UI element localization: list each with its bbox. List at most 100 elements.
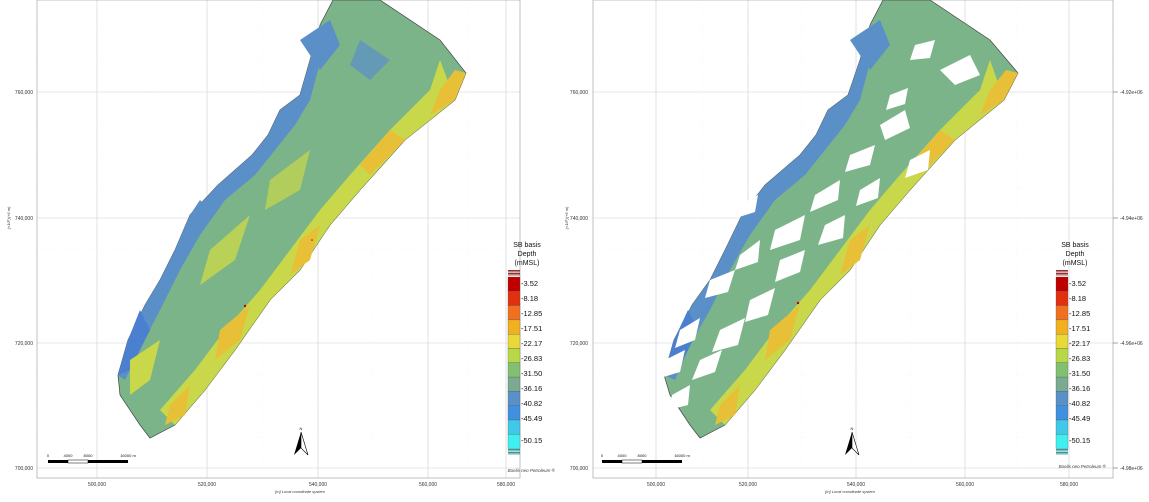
- svg-text:-4.96e+06: -4.96e+06: [1120, 341, 1143, 347]
- svg-text:4000: 4000: [64, 453, 74, 458]
- svg-text:SB basis: SB basis: [513, 242, 541, 249]
- svg-text:700,000: 700,000: [15, 466, 33, 472]
- svg-text:-40.82: -40.82: [521, 399, 542, 408]
- svg-text:-50.15: -50.15: [521, 436, 542, 445]
- svg-text:580,000: 580,000: [497, 482, 515, 488]
- y-axis-ticks: 760,000 740,000 720,000 700,000: [570, 90, 588, 472]
- depth-surface-filtered[interactable]: [660, 0, 1019, 439]
- svg-text:(mMSL): (mMSL): [515, 260, 540, 267]
- svg-text:-12.85: -12.85: [1069, 309, 1090, 318]
- legend-swatch: [507, 348, 521, 363]
- svg-text:720,000: 720,000: [570, 341, 588, 347]
- north-arrow-icon: N: [294, 426, 309, 456]
- x-axis-label: [m] Local coordinate system: [274, 489, 325, 494]
- legend-swatch-stripe: [508, 449, 520, 450]
- svg-text:-31.50: -31.50: [1069, 369, 1090, 378]
- svg-text:-22.17: -22.17: [1069, 339, 1090, 348]
- legend-swatch: [1055, 376, 1069, 392]
- svg-text:-31.50: -31.50: [521, 369, 542, 378]
- svg-text:540,000: 540,000: [309, 482, 327, 488]
- legend-swatch-stripe: [1056, 270, 1068, 271]
- svg-text:-26.83: -26.83: [1069, 354, 1090, 363]
- svg-text:580,000: 580,000: [1060, 482, 1078, 488]
- y-axis-ticks: 760,000 740,000 720,000 700,000: [15, 90, 33, 472]
- credit-text: Boelis neo Petroleum ®: [1059, 463, 1107, 469]
- legend-swatch: [1055, 391, 1069, 406]
- legend-swatch-stripe: [508, 270, 520, 271]
- svg-text:500,000: 500,000: [647, 482, 665, 488]
- legend-swatch-stripe: [1056, 449, 1068, 450]
- svg-text:500,000: 500,000: [88, 482, 106, 488]
- legend-swatch-stripe: [1056, 450, 1068, 452]
- legend-swatch-stripe: [508, 450, 520, 452]
- legend-swatch: [507, 419, 521, 435]
- map-panel-left[interactable]: 760,000 740,000 720,000 700,000 (×10⁵)(+…: [0, 0, 560, 497]
- legend-swatch-stripe: [508, 452, 520, 453]
- legend-swatch: [1055, 434, 1069, 449]
- svg-text:760,000: 760,000: [15, 90, 33, 96]
- legend-swatch: [507, 319, 521, 335]
- legend-swatch-stripe: [508, 271, 520, 273]
- svg-text:-40.82: -40.82: [1069, 399, 1090, 408]
- svg-text:740,000: 740,000: [15, 216, 33, 222]
- legend-values: -3.52 -8.18 -12.85 -17.51 -22.17 -26.83 …: [521, 279, 542, 445]
- legend-swatch: [1055, 334, 1069, 349]
- north-arrow-icon: N: [845, 426, 860, 456]
- legend-swatch: [507, 291, 521, 306]
- scale-bar: 0 4000 8000 16000 m: [47, 453, 136, 464]
- legend-swatch: [507, 376, 521, 392]
- svg-text:-17.51: -17.51: [1069, 324, 1090, 333]
- legend-color-scale: [507, 270, 521, 455]
- legend-swatch-stripe: [1056, 452, 1068, 453]
- svg-text:-45.49: -45.49: [1069, 414, 1090, 423]
- legend-swatch: [1055, 319, 1069, 335]
- svg-text:Depth: Depth: [518, 251, 537, 258]
- x-axis-label: [m] Local coordinate system: [824, 489, 875, 494]
- legend-values: -3.52 -8.18 -12.85 -17.51 -22.17 -26.83 …: [1069, 279, 1090, 445]
- svg-text:560,000: 560,000: [419, 482, 437, 488]
- svg-text:16000 m: 16000 m: [120, 453, 136, 458]
- svg-text:4000: 4000: [618, 453, 628, 458]
- x-axis-ticks: 500,000 520,000 540,000 560,000 580,000: [647, 482, 1078, 488]
- depth-legend[interactable]: SB basis Depth (mMSL) -3.52 -8.18 -12.85…: [507, 242, 542, 455]
- legend-swatch: [1055, 419, 1069, 435]
- legend-swatch: [507, 405, 521, 421]
- svg-text:-22.17: -22.17: [521, 339, 542, 348]
- map-panel-right[interactable]: 760,000 740,000 720,000 700,000 (×10⁵)(+…: [560, 0, 1149, 497]
- legend-swatch-stripe: [508, 273, 520, 274]
- svg-text:540,000: 540,000: [847, 482, 865, 488]
- svg-text:-4.94e+06: -4.94e+06: [1120, 216, 1143, 222]
- legend-swatch: [1055, 305, 1069, 321]
- legend-swatch-stripe: [508, 274, 520, 276]
- scale-bar: 0 4000 8000 16000 m: [601, 453, 690, 464]
- depth-surface[interactable]: [117, 0, 467, 439]
- legend-swatch-stripe: [508, 453, 520, 455]
- legend-swatch: [1055, 362, 1069, 378]
- svg-text:N: N: [851, 426, 854, 431]
- svg-text:-3.52: -3.52: [521, 279, 538, 288]
- svg-text:720,000: 720,000: [15, 341, 33, 347]
- svg-text:-26.83: -26.83: [521, 354, 542, 363]
- legend-swatch-stripe: [1056, 273, 1068, 274]
- svg-text:-4.98e+06: -4.98e+06: [1120, 466, 1143, 472]
- no-data-gaps: [660, 40, 980, 410]
- legend-swatch: [507, 434, 521, 449]
- y-axis-label: (×10⁵)(+6 m): [6, 206, 11, 229]
- svg-text:0: 0: [601, 453, 604, 458]
- svg-text:SB basis: SB basis: [1061, 242, 1089, 249]
- legend-swatch: [1055, 348, 1069, 363]
- svg-text:(mMSL): (mMSL): [1063, 260, 1088, 267]
- svg-text:Depth: Depth: [1066, 251, 1085, 258]
- legend-swatch: [507, 276, 521, 292]
- svg-text:560,000: 560,000: [956, 482, 974, 488]
- legend-swatch: [1055, 291, 1069, 306]
- legend-swatch: [507, 305, 521, 321]
- svg-text:-4.92e+06: -4.92e+06: [1120, 90, 1143, 96]
- depth-legend[interactable]: SB basis Depth (mMSL) -3.52 -8.18 -12.85…: [1055, 242, 1090, 455]
- svg-text:-17.51: -17.51: [521, 324, 542, 333]
- svg-text:8000: 8000: [638, 453, 648, 458]
- svg-text:700,000: 700,000: [570, 466, 588, 472]
- svg-text:-45.49: -45.49: [521, 414, 542, 423]
- svg-text:520,000: 520,000: [739, 482, 757, 488]
- map-frame: [36, 0, 521, 479]
